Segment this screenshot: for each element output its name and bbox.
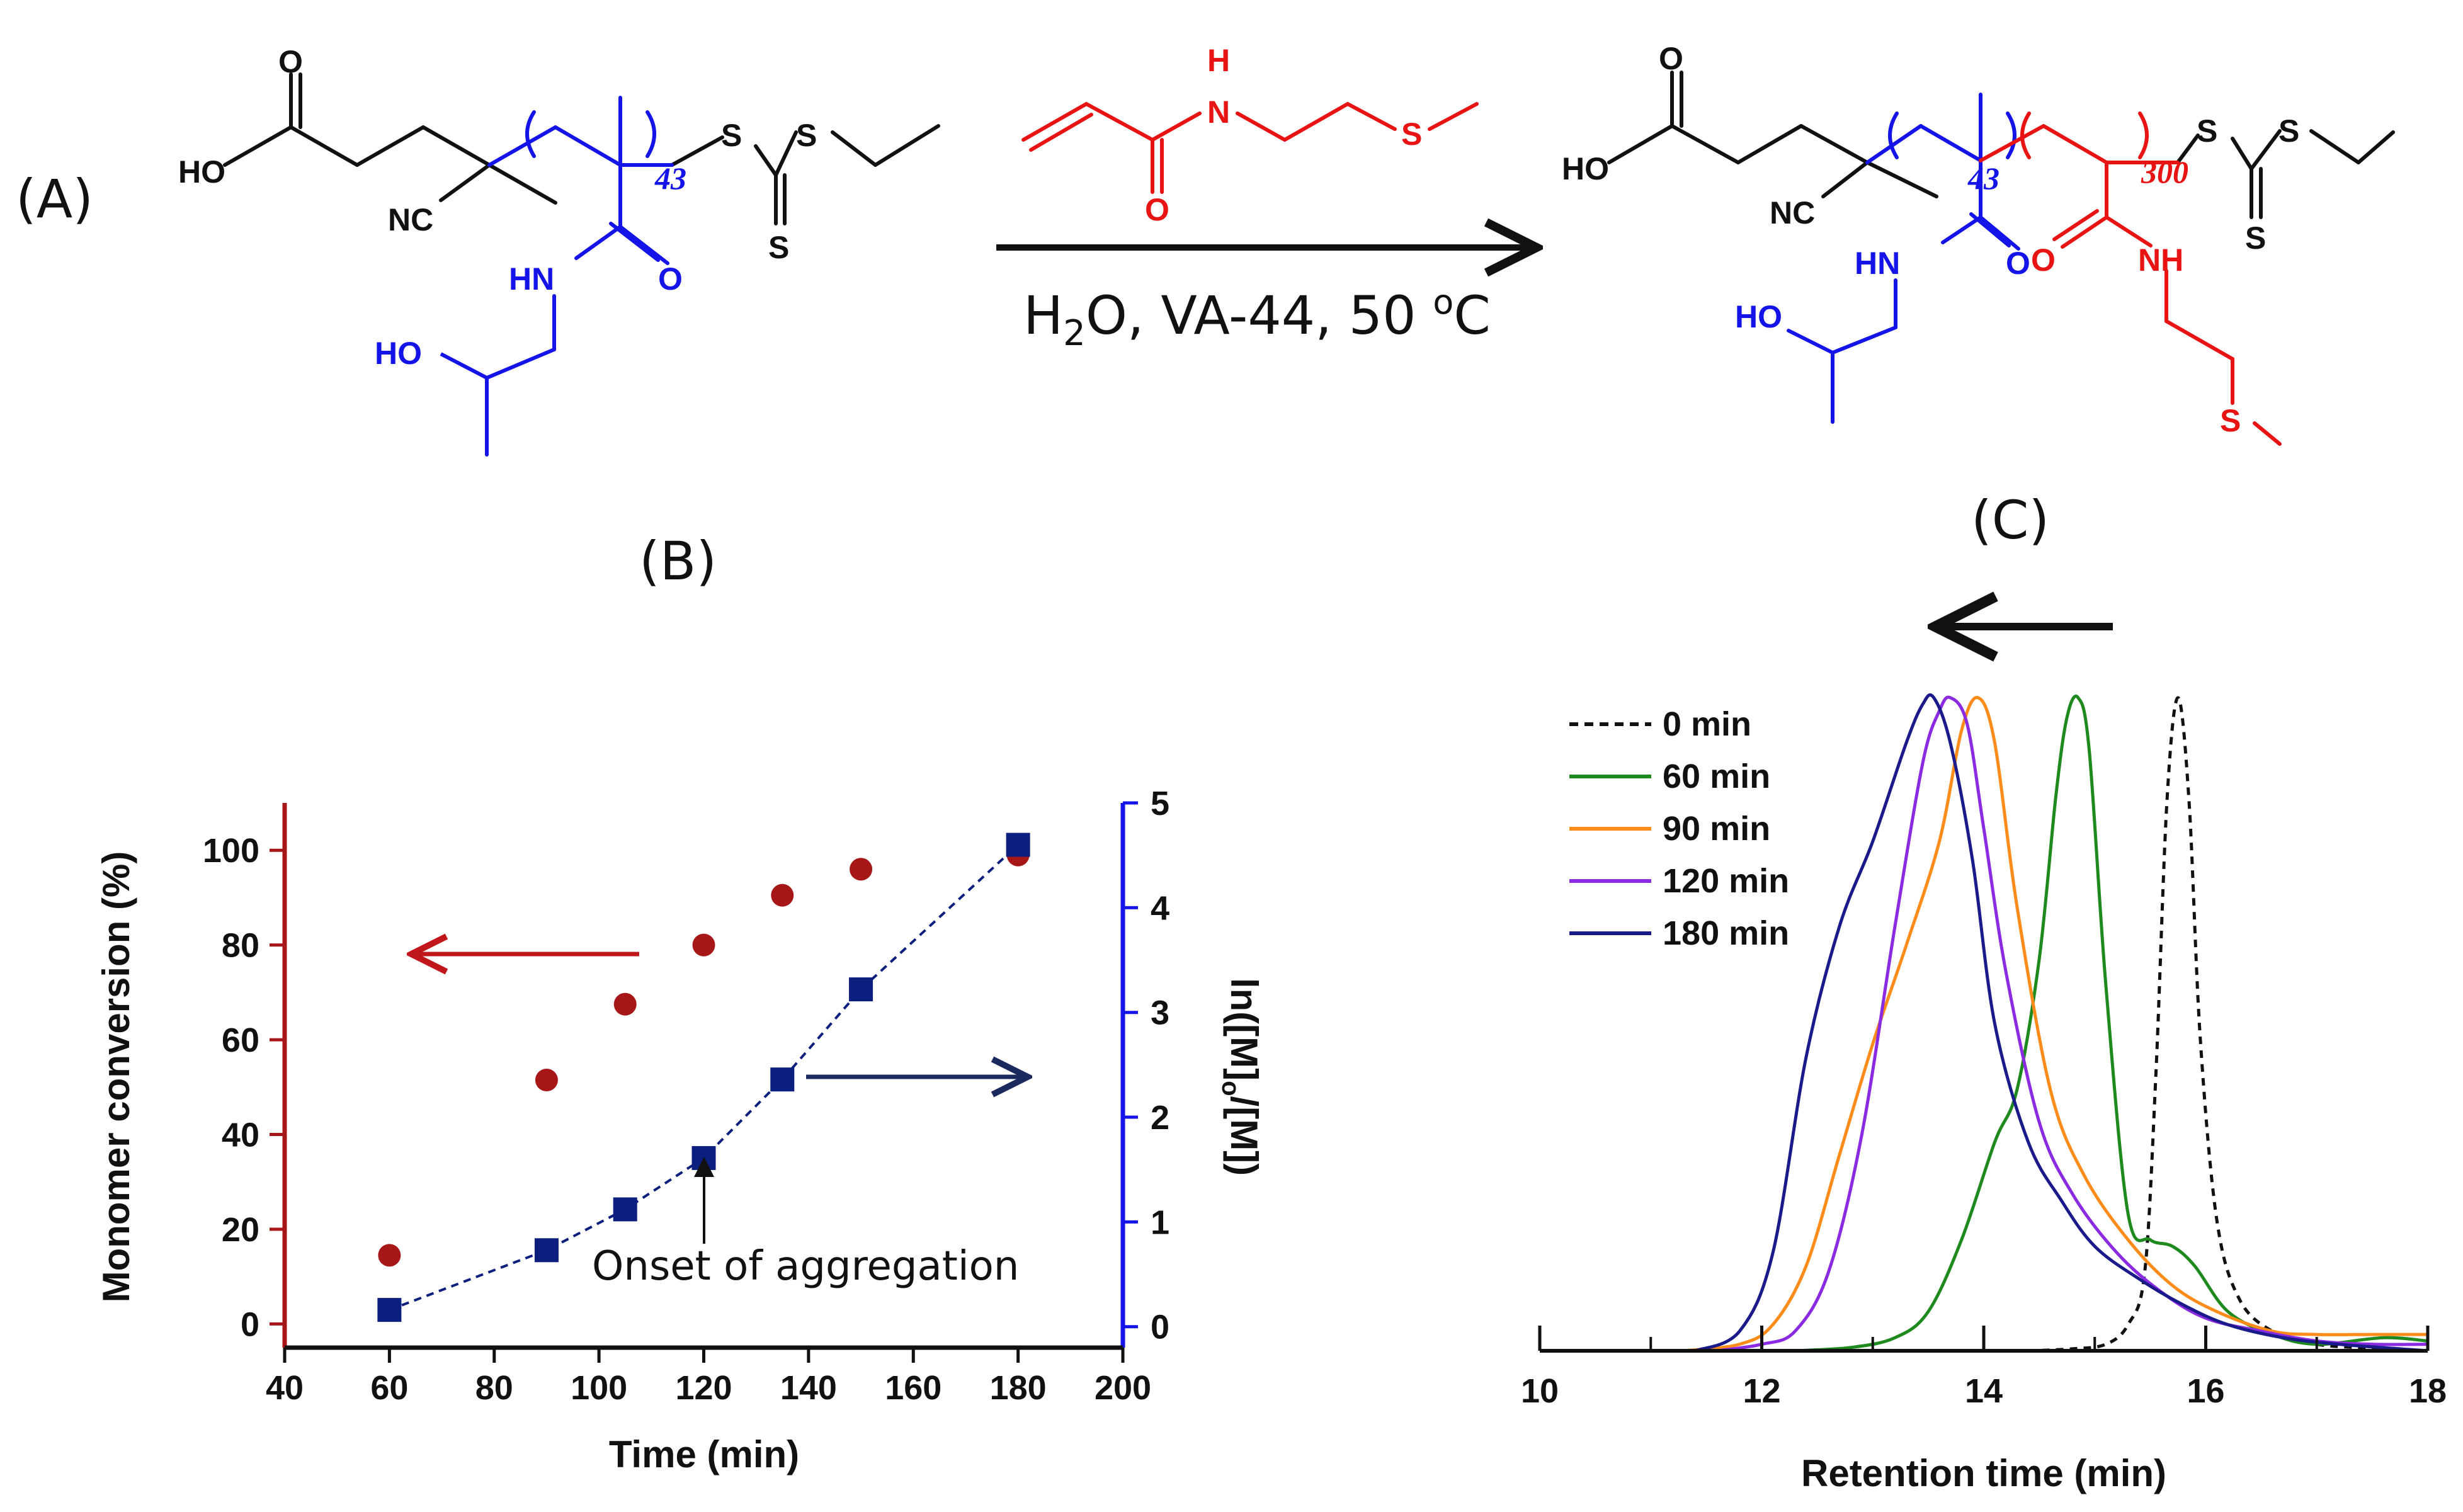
chart-b-xtick-label: 140 — [780, 1369, 837, 1407]
chart-c-legend-label: 180 min — [1663, 914, 1789, 952]
chart-c-trace-90-min — [1683, 696, 2428, 1353]
chart-c-trace-120-min — [1717, 695, 2428, 1353]
chart-c-trace-0-min — [2028, 696, 2428, 1353]
product-atom-hydroxyl: HO — [1735, 299, 1782, 334]
chart-b-ln-point — [534, 1238, 559, 1263]
chart-b-conversion-point — [692, 933, 715, 957]
chart-c-xtick-label: 14 — [1965, 1372, 2003, 1410]
reactant-atom-carbonyl-o: O — [278, 44, 303, 79]
scheme-panel-a: (A) — [16, 41, 2395, 457]
product-atom-amide-o-red: O — [2031, 242, 2056, 278]
chart-b-ytick-right-label: 2 — [1151, 1099, 1169, 1137]
chart-b-ytick-left-label: 80 — [222, 927, 259, 965]
chart-b-xtick-label: 100 — [571, 1369, 627, 1407]
chart-c-plot-area — [1540, 693, 2428, 1353]
chart-b-xlabel: Time (min) — [609, 1433, 799, 1475]
chart-c-legend-label: 90 min — [1663, 810, 1770, 848]
chart-b-ytick-left-label: 20 — [222, 1211, 259, 1249]
reactant-atom-sulfur-2: S — [796, 118, 817, 153]
chart-b-ytick-left-label: 100 — [203, 832, 259, 870]
product-atom-amide-o-blue: O — [2006, 246, 2030, 281]
monomer-atom-n: N — [1207, 94, 1230, 130]
chart-b-ytick-right-label: 0 — [1151, 1309, 1169, 1346]
chart-b-ytick-left-label: 40 — [222, 1117, 259, 1154]
chart-b-ln-point — [1006, 833, 1030, 857]
monomer-atom-nh-h: H — [1207, 43, 1230, 78]
chart-b-ln-point — [770, 1067, 795, 1092]
chart-b-ytick-right-label: 3 — [1151, 994, 1169, 1032]
chart-c-legend: 0 min 60 min 90 min 120 min 180 min — [1569, 705, 1789, 952]
product-atom-sulfur-2: S — [2278, 113, 2299, 149]
reactant-atom-amide-o: O — [658, 261, 683, 297]
chart-b-conversion-point — [613, 992, 637, 1016]
chart-b-ticks: 40 60 80 100 120 140 160 180 2000204060801000123… — [203, 785, 1169, 1407]
product-repeat-n-blue: 43 — [1967, 161, 1999, 196]
panel-label-b: (B) — [639, 530, 717, 592]
panel-label-a: (A) — [16, 168, 93, 230]
chart-b-conversion-point — [378, 1244, 401, 1267]
chart-c-trace-180-min — [1694, 693, 2428, 1353]
chart-b-ln-point — [613, 1197, 637, 1222]
chart-b-xtick-label: 60 — [370, 1369, 408, 1407]
chart-c-trace-60-min — [1795, 695, 2428, 1353]
chart-c-ticks: 10 12 14 16 18 — [1521, 1326, 2447, 1410]
chart-c-legend-label: 120 min — [1663, 862, 1789, 900]
chart-b-xtick-label: 200 — [1095, 1369, 1151, 1407]
chart-c-xtick-label: 18 — [2409, 1372, 2447, 1410]
product-repeat-n-red: 300 — [2141, 154, 2188, 190]
product-polymer-structure: HO O NC HN O HO 43 O NH S 300 S S S — [1562, 41, 2395, 446]
chart-b-ytick-left-label: 60 — [222, 1021, 259, 1059]
reactant-atom-sulfur-1: S — [721, 118, 742, 153]
product-atom-sulfur-1: S — [2197, 113, 2217, 149]
product-atom-sulfur-3: S — [2245, 220, 2266, 256]
chart-b-ytick-right-label: 5 — [1151, 785, 1169, 822]
chart-c: (C) 10 12 14 16 18 Retention time (min) 0 mi… — [1521, 489, 2447, 1494]
chart-b-conversion-point — [771, 884, 794, 907]
monomer-structure: H N O S — [1021, 43, 1479, 227]
chart-c-legend-label: 0 min — [1663, 705, 1751, 743]
chart-c-xtick-label: 16 — [2187, 1372, 2224, 1410]
chart-b-ylabel-right: ln([M]o/[M]) — [1217, 978, 1265, 1176]
monomer-atom-o: O — [1145, 192, 1169, 227]
product-atom-oh-acid: HO — [1562, 151, 1609, 186]
reactant-atom-hydroxyl: HO — [375, 336, 422, 371]
panel-label-c: (C) — [1971, 489, 2049, 551]
chart-b-ytick-right-label: 1 — [1151, 1203, 1169, 1241]
product-atom-amide-nh-blue: HN — [1855, 246, 1900, 281]
chart-b-ylabel-left: Monomer conversion (%) — [95, 851, 137, 1303]
chart-b-xtick-label: 40 — [266, 1369, 304, 1407]
monomer-atom-s: S — [1401, 117, 1422, 152]
reactant-polymer-structure: HO O NC HN O HO 43 S S S — [178, 44, 940, 457]
chart-b: (B) 40 60 80 100 120 140 160 180 200020406080100… — [95, 530, 1265, 1475]
chart-c-legend-label: 60 min — [1663, 758, 1770, 795]
chart-c-xtick-label: 10 — [1521, 1372, 1559, 1410]
chart-b-xtick-label: 160 — [885, 1369, 941, 1407]
chart-b-ytick-right-label: 4 — [1151, 889, 1169, 927]
product-atom-carbonyl-o: O — [1659, 41, 1683, 76]
chart-b-ln-point — [377, 1298, 402, 1322]
chart-c-xlabel: Retention time (min) — [1801, 1452, 2166, 1494]
reactant-atom-nitrile: NC — [388, 202, 433, 237]
reactant-atom-amide-nh: HN — [509, 261, 554, 297]
chart-b-xtick-label: 180 — [990, 1369, 1047, 1407]
reaction-conditions: H2O, VA-44, 50 oC — [1023, 282, 1491, 354]
chart-b-xtick-label: 120 — [675, 1369, 732, 1407]
chart-b-conversion-point — [535, 1069, 558, 1092]
product-atom-nitrile: NC — [1770, 195, 1815, 230]
chart-c-xtick-label: 12 — [1743, 1372, 1780, 1410]
chart-b-conversion-point — [850, 858, 873, 881]
product-atom-sulfur-thioether: S — [2220, 403, 2241, 438]
reactant-repeat-n: 43 — [654, 161, 686, 196]
chart-b-xtick-label: 80 — [475, 1369, 513, 1407]
reactant-atom-sulfur-3: S — [768, 230, 789, 265]
product-atom-amide-nh-red: NH — [2138, 242, 2183, 278]
chart-b-ln-point — [849, 977, 873, 1002]
reactant-atom-oh-acid: HO — [178, 154, 225, 190]
chart-b-ytick-left-label: 0 — [241, 1305, 259, 1343]
chart-b-annotation: Onset of aggregation — [592, 1243, 1019, 1290]
